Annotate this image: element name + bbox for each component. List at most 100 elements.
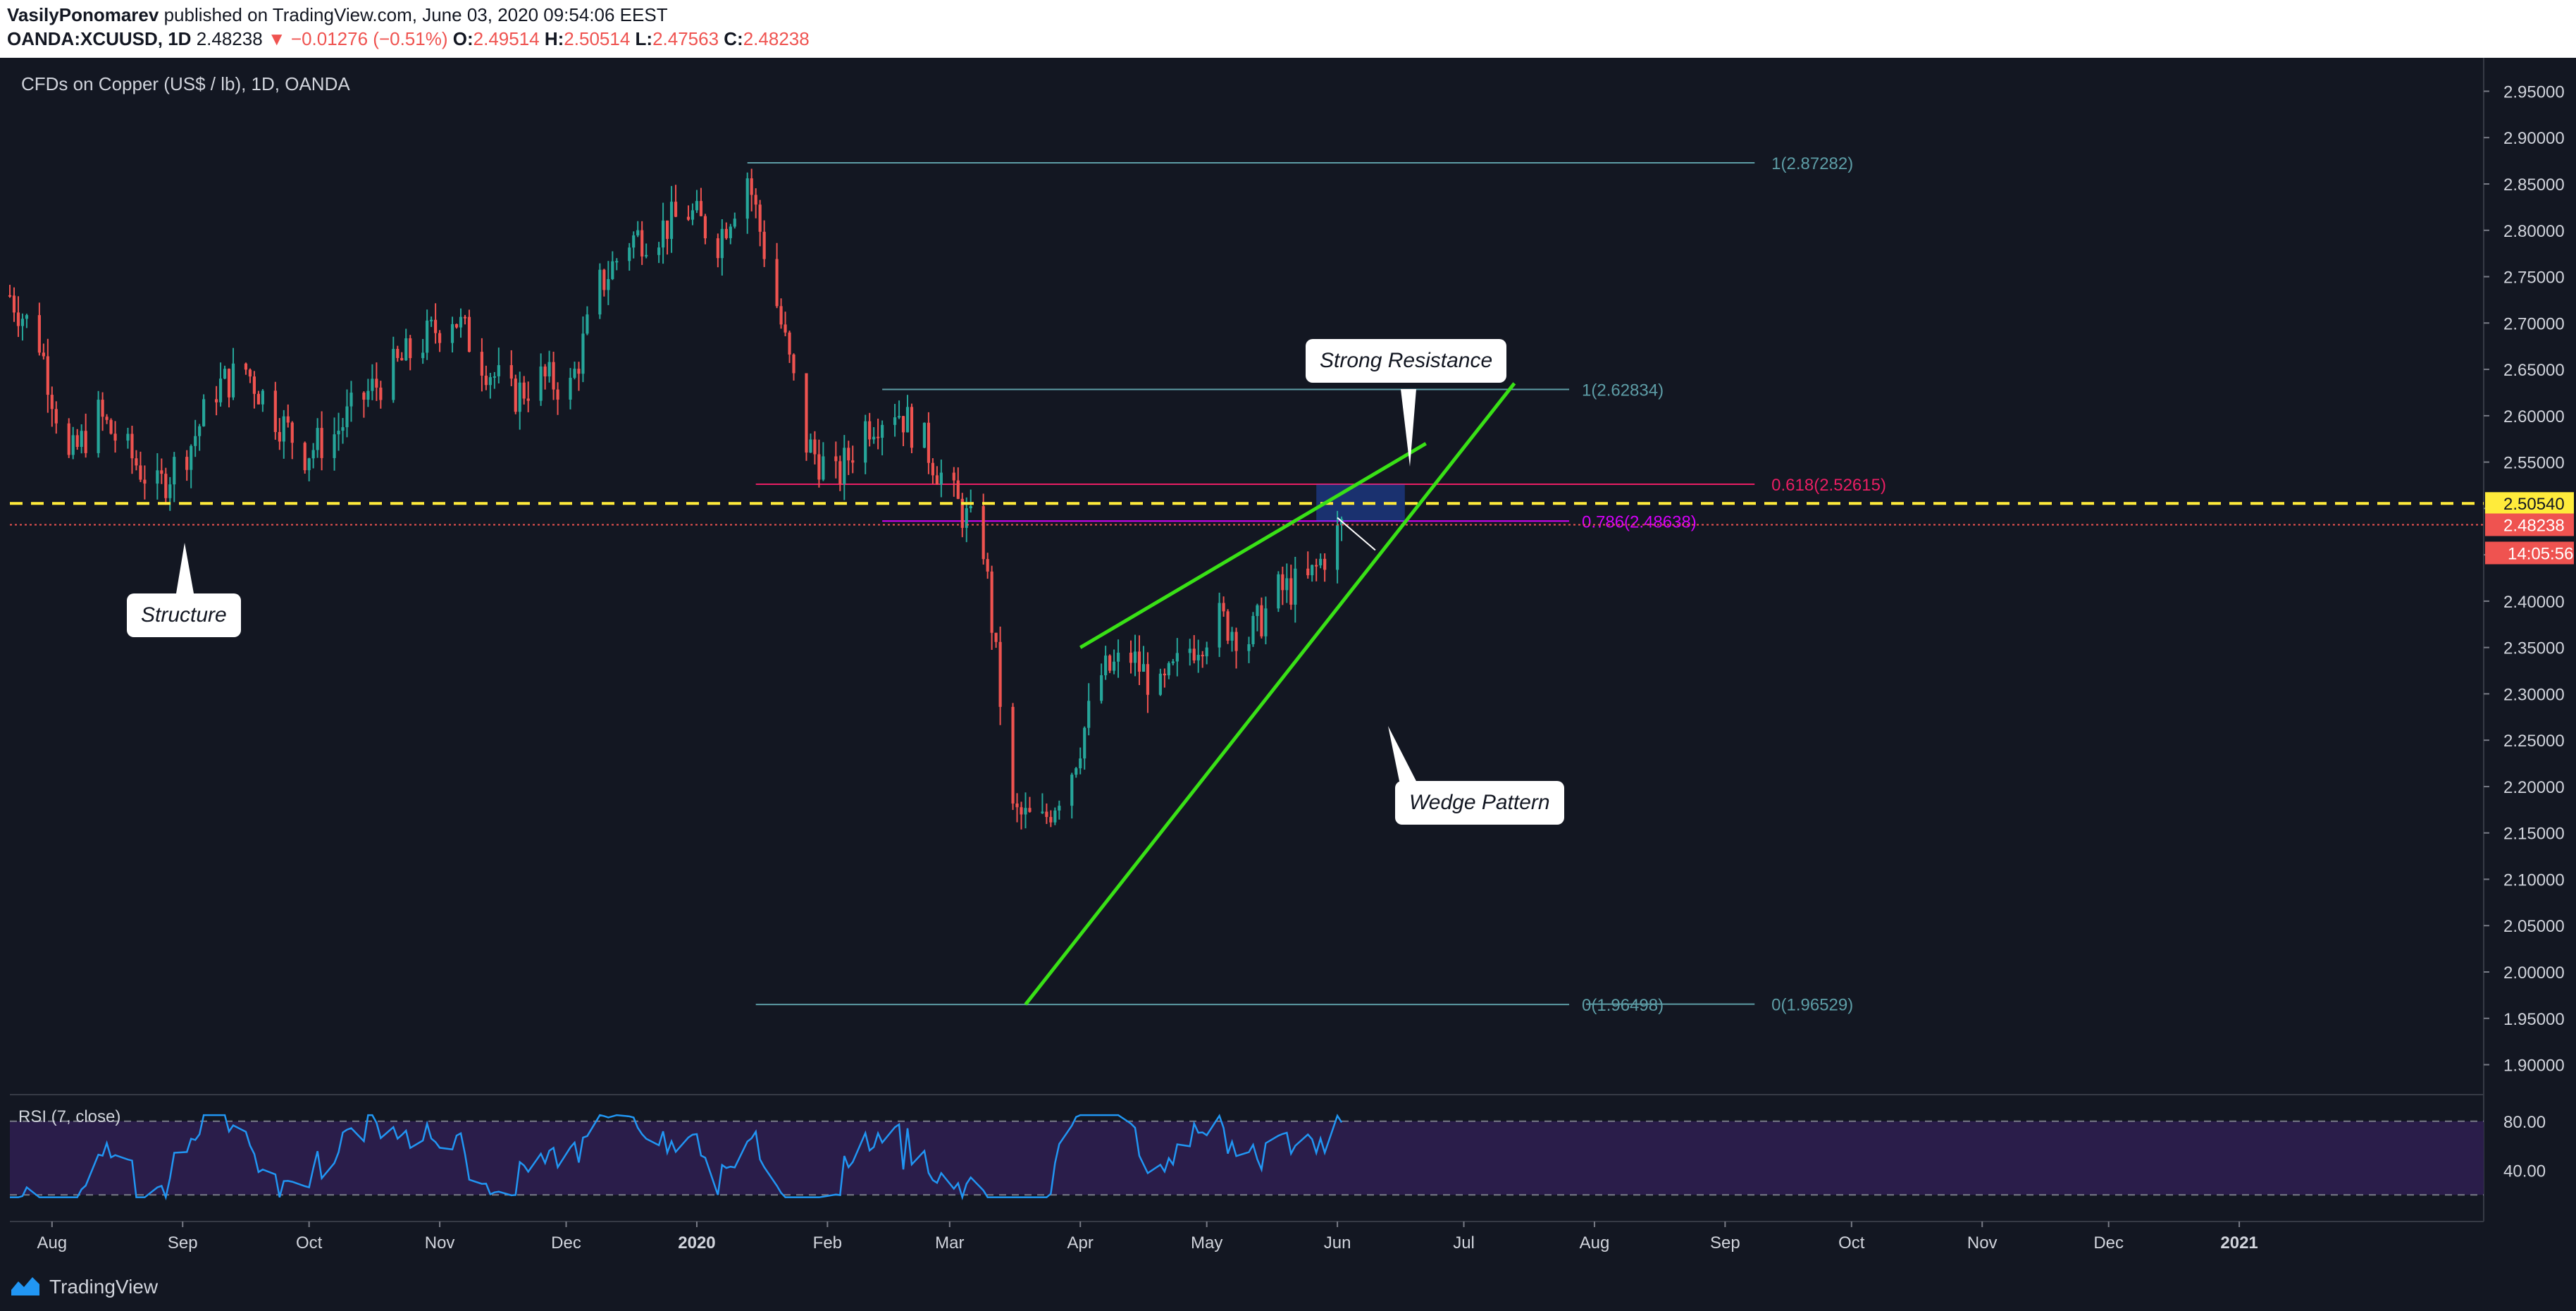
candle-body (822, 456, 825, 480)
candle-body (674, 202, 678, 217)
candle-body (809, 439, 812, 453)
candle-body (316, 428, 319, 450)
candle-body (905, 407, 910, 433)
candlesticks (8, 168, 1344, 830)
time-tick-label: Dec (2093, 1233, 2124, 1252)
candle-body (788, 332, 791, 355)
candle-body (375, 378, 378, 388)
current-price-label-bg (2485, 513, 2574, 536)
candle-body (956, 480, 960, 499)
candle-body (864, 421, 867, 463)
low-value: 2.47563 (652, 28, 719, 49)
candle-body (1218, 603, 1221, 648)
yellow-price-label-bg (2485, 492, 2574, 515)
candle-body (1188, 648, 1191, 653)
price-tick-label: 2.90000 (2503, 129, 2565, 148)
candle-body (493, 376, 496, 378)
candle-body (843, 448, 846, 484)
candle-body (665, 220, 669, 239)
price-tick-label: 2.80000 (2503, 222, 2565, 241)
candle-body (1024, 808, 1027, 815)
time-tick-label: Mar (935, 1233, 964, 1252)
high-label: H: (544, 28, 564, 49)
candle-body (349, 393, 353, 407)
candle-body (1087, 701, 1091, 728)
candle-body (1285, 578, 1289, 591)
candle-body (813, 439, 817, 455)
candle-body (847, 448, 850, 461)
candle-body (1306, 568, 1310, 576)
candle-body (893, 417, 897, 425)
candle-body (430, 319, 433, 321)
candle-body (1158, 673, 1162, 695)
candle-body (750, 178, 753, 195)
candle-body (497, 365, 500, 376)
fib-levels: 1(2.87282) 1(2.62834) 0.618(2.52615) 0.786(… (747, 154, 1886, 1015)
candle-body (1281, 574, 1284, 591)
candle-body (640, 230, 644, 257)
price-tick-label: 2.55000 (2503, 454, 2565, 473)
candle-body (1070, 775, 1074, 806)
candle-body (877, 436, 880, 438)
price-tick-label: 2.30000 (2503, 685, 2565, 704)
candle-body (901, 416, 905, 433)
candle-body (784, 324, 787, 333)
price-tick-label: 2.65000 (2503, 361, 2565, 380)
tradingview-brand[interactable]: TradingView (49, 1276, 159, 1298)
candle-body (25, 315, 29, 319)
candle-body (1222, 603, 1225, 612)
candle-body (218, 378, 223, 402)
candle-body (1100, 675, 1103, 701)
candle-body (366, 390, 370, 400)
candle-body (194, 436, 197, 446)
footer: TradingView (0, 1263, 2576, 1311)
candle-body (101, 400, 104, 417)
candle-body (143, 479, 147, 484)
candle-body (1277, 574, 1280, 609)
candle-body (135, 458, 138, 466)
candle-body (922, 422, 927, 448)
high-value: 2.50514 (564, 28, 631, 49)
candle-body (581, 333, 585, 374)
candle-body (1108, 656, 1112, 671)
candle-body (1336, 525, 1339, 570)
candle-body (775, 259, 779, 307)
candle-body (703, 216, 707, 239)
last-price: 2.48238 (196, 28, 263, 49)
candle-body (758, 204, 762, 232)
candle-body (1175, 653, 1179, 662)
candle-body (754, 195, 757, 205)
candle-body (54, 409, 58, 424)
candle-body (628, 247, 631, 261)
candle-body (792, 355, 795, 374)
candle-body (779, 306, 783, 325)
candle-body (526, 398, 530, 401)
candle-body (404, 338, 408, 361)
candle-body (1205, 647, 1208, 657)
candle-body (12, 295, 16, 313)
candle-body (1163, 673, 1166, 676)
time-tick-label: 2020 (678, 1233, 715, 1252)
candle-body (952, 472, 955, 481)
candle-body (126, 433, 130, 441)
candle-body (927, 422, 931, 463)
price-tick-label: 2.05000 (2503, 917, 2565, 936)
candle-body (1041, 811, 1044, 813)
candle-body (303, 443, 306, 471)
candle-body (1196, 655, 1200, 660)
candle-body (729, 226, 732, 238)
chart-canvas[interactable]: CFDs on Copper (US$ / lb), 1D, OANDA 1(2… (0, 58, 2576, 1263)
time-tick-label: Feb (813, 1233, 842, 1252)
candle-body (252, 376, 256, 394)
candle-body (602, 269, 606, 290)
candle-body (1323, 558, 1327, 570)
candle-body (522, 382, 526, 399)
tradingview-logo-icon[interactable] (10, 1274, 41, 1298)
candle-body (556, 389, 559, 400)
author-name[interactable]: VasilyPonomarev (7, 4, 159, 25)
candle-body (480, 352, 483, 376)
candle-body (1192, 648, 1196, 660)
time-tick-label: Apr (1067, 1233, 1094, 1252)
candle-body (164, 474, 168, 498)
candle-body (20, 319, 25, 326)
